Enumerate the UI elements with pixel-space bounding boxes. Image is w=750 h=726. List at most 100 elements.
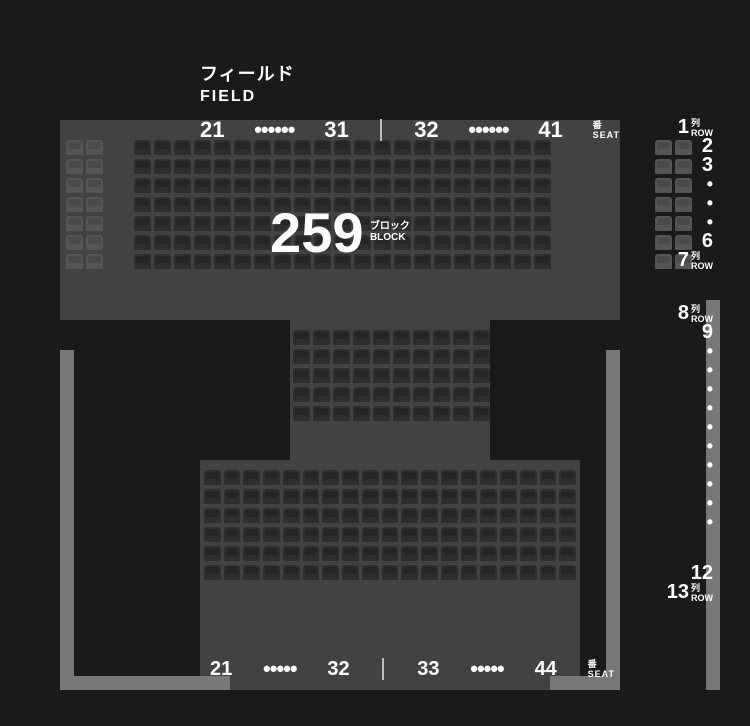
seat xyxy=(414,159,431,174)
row-7: 7列ROW xyxy=(633,251,713,270)
seat xyxy=(454,159,471,174)
field-label-jp: フィールド xyxy=(200,60,295,86)
block-number: 259 xyxy=(270,201,363,264)
seat xyxy=(154,159,171,174)
seat xyxy=(382,546,399,561)
seat xyxy=(303,527,320,542)
seat xyxy=(333,406,350,421)
seat xyxy=(421,565,438,580)
seat xyxy=(194,178,211,193)
seat xyxy=(494,178,511,193)
seat xyxy=(540,527,557,542)
seat xyxy=(413,406,430,421)
seat xyxy=(540,470,557,485)
seat xyxy=(342,565,359,580)
seat xyxy=(373,349,390,364)
seat xyxy=(373,330,390,345)
seat xyxy=(374,159,391,174)
seat xyxy=(353,330,370,345)
seat xyxy=(473,330,490,345)
seat xyxy=(254,159,271,174)
seat xyxy=(283,508,300,523)
seat xyxy=(243,508,260,523)
seat xyxy=(494,159,511,174)
seat xyxy=(263,527,280,542)
row-dot: • xyxy=(633,342,713,361)
row-dot: • xyxy=(633,494,713,513)
seat xyxy=(413,349,430,364)
seat xyxy=(342,470,359,485)
seat xyxy=(263,470,280,485)
seat xyxy=(86,159,103,174)
seat xyxy=(382,527,399,542)
seat xyxy=(86,140,103,155)
seat xyxy=(474,178,491,193)
seat xyxy=(473,368,490,383)
row-dot: • xyxy=(633,361,713,380)
bottom-seat-numbers: 21 ••••• 32 33 ••••• 44 番 SEAT xyxy=(210,656,615,682)
seat xyxy=(480,470,497,485)
seat xyxy=(293,387,310,402)
seat xyxy=(401,489,418,504)
seat xyxy=(362,489,379,504)
seat xyxy=(454,178,471,193)
seat xyxy=(342,489,359,504)
seat xyxy=(393,349,410,364)
seat xyxy=(373,387,390,402)
seating-diagram: 21 •••••• 31 32 •••••• 41 番 SEAT 259 ブロッ… xyxy=(60,120,720,680)
seat xyxy=(534,178,551,193)
seat xyxy=(66,140,83,155)
seat xyxy=(514,178,531,193)
seat xyxy=(453,406,470,421)
seat xyxy=(303,546,320,561)
dots-icon: ••••• xyxy=(470,656,504,682)
seat xyxy=(214,178,231,193)
seat xyxy=(263,546,280,561)
seat xyxy=(224,527,241,542)
bot-seat-d: 44 xyxy=(535,658,557,681)
seat xyxy=(283,565,300,580)
seat xyxy=(453,330,470,345)
seat xyxy=(353,368,370,383)
seat xyxy=(224,470,241,485)
seat xyxy=(441,527,458,542)
seat xyxy=(394,159,411,174)
seat xyxy=(441,546,458,561)
seat xyxy=(480,565,497,580)
seat xyxy=(382,489,399,504)
seat xyxy=(234,159,251,174)
seat xyxy=(401,527,418,542)
row-13: 13列ROW xyxy=(633,583,713,602)
seat xyxy=(461,508,478,523)
seat xyxy=(401,508,418,523)
seat xyxy=(303,470,320,485)
seat xyxy=(441,565,458,580)
seat xyxy=(474,159,491,174)
seat xyxy=(353,387,370,402)
seat xyxy=(174,140,191,155)
seat xyxy=(243,489,260,504)
seat xyxy=(453,368,470,383)
seat xyxy=(461,489,478,504)
seat xyxy=(342,546,359,561)
row-labels: 1列ROW 2 3 • • • 6 7列ROW 8列ROW 9 • • • • … xyxy=(633,118,713,602)
seat xyxy=(559,527,576,542)
seat xyxy=(480,489,497,504)
seat xyxy=(303,508,320,523)
seat xyxy=(313,368,330,383)
top-seat-b: 31 xyxy=(324,117,348,143)
seat xyxy=(313,349,330,364)
seat xyxy=(313,330,330,345)
seat xyxy=(313,387,330,402)
seat xyxy=(322,546,339,561)
seat xyxy=(353,349,370,364)
seat xyxy=(473,406,490,421)
seat xyxy=(134,140,151,155)
seat xyxy=(433,387,450,402)
seat xyxy=(434,159,451,174)
seat xyxy=(214,159,231,174)
seat xyxy=(322,508,339,523)
seat xyxy=(313,406,330,421)
seat xyxy=(293,349,310,364)
seat xyxy=(134,159,151,174)
